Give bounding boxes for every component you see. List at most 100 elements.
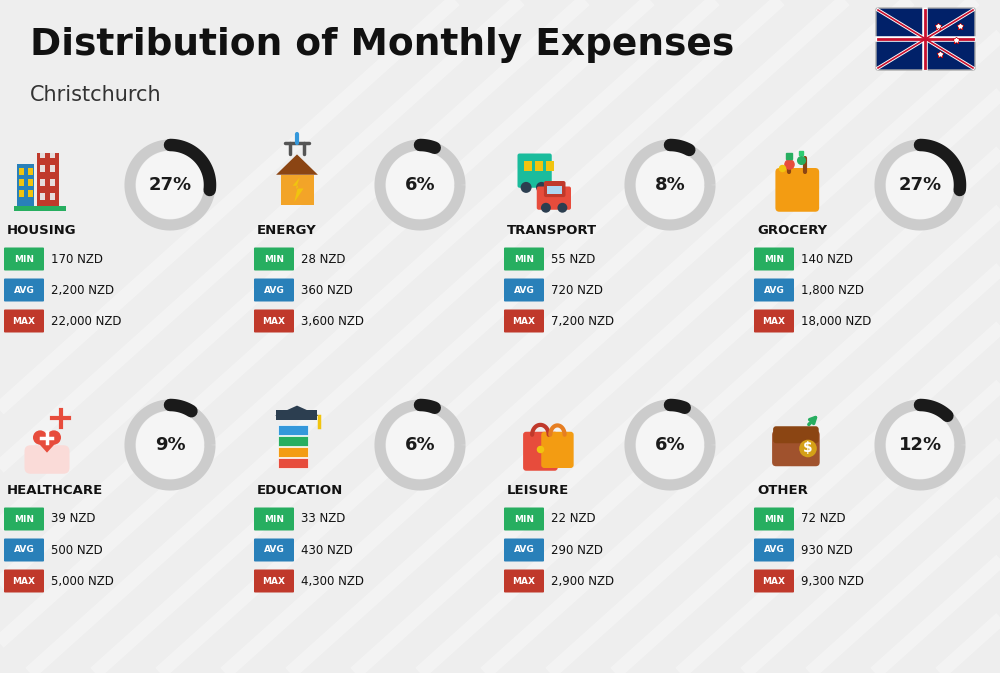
FancyBboxPatch shape: [19, 190, 24, 197]
FancyBboxPatch shape: [254, 310, 294, 332]
Text: MIN: MIN: [514, 514, 534, 524]
Text: 6%: 6%: [405, 436, 435, 454]
FancyBboxPatch shape: [28, 179, 33, 186]
Text: 33 NZD: 33 NZD: [301, 513, 345, 526]
FancyBboxPatch shape: [278, 458, 308, 468]
Text: 27%: 27%: [148, 176, 192, 194]
Text: AVG: AVG: [514, 285, 534, 295]
FancyBboxPatch shape: [50, 179, 55, 186]
FancyBboxPatch shape: [4, 538, 44, 561]
Text: MAX: MAX: [262, 577, 286, 586]
Text: 18,000 NZD: 18,000 NZD: [801, 314, 871, 328]
FancyBboxPatch shape: [50, 193, 55, 199]
Text: AVG: AVG: [514, 546, 534, 555]
Text: AVG: AVG: [264, 546, 284, 555]
Text: MAX: MAX: [513, 316, 536, 326]
Text: MAX: MAX: [262, 316, 286, 326]
Text: 4,300 NZD: 4,300 NZD: [301, 575, 364, 588]
FancyBboxPatch shape: [544, 181, 566, 197]
Text: MAX: MAX: [763, 577, 786, 586]
FancyBboxPatch shape: [254, 538, 294, 561]
FancyBboxPatch shape: [504, 569, 544, 592]
Text: AVG: AVG: [764, 285, 784, 295]
FancyBboxPatch shape: [19, 179, 24, 186]
Polygon shape: [886, 411, 954, 479]
FancyBboxPatch shape: [773, 426, 819, 444]
Text: EDUCATION: EDUCATION: [257, 485, 343, 497]
Text: MAX: MAX: [513, 577, 536, 586]
FancyBboxPatch shape: [775, 168, 819, 212]
FancyBboxPatch shape: [504, 248, 544, 271]
FancyBboxPatch shape: [754, 507, 794, 530]
FancyBboxPatch shape: [280, 175, 314, 205]
Text: OTHER: OTHER: [757, 485, 808, 497]
Circle shape: [47, 430, 61, 445]
Text: AVG: AVG: [264, 285, 284, 295]
FancyBboxPatch shape: [504, 538, 544, 561]
Text: 290 NZD: 290 NZD: [551, 544, 603, 557]
FancyBboxPatch shape: [541, 432, 574, 468]
FancyBboxPatch shape: [523, 432, 558, 470]
Text: 500 NZD: 500 NZD: [51, 544, 103, 557]
Text: MAX: MAX: [12, 577, 35, 586]
Text: Distribution of Monthly Expenses: Distribution of Monthly Expenses: [30, 27, 734, 63]
Text: MAX: MAX: [12, 316, 35, 326]
Polygon shape: [636, 411, 704, 479]
Text: MIN: MIN: [264, 254, 284, 264]
FancyBboxPatch shape: [546, 161, 554, 171]
Circle shape: [33, 430, 47, 445]
FancyBboxPatch shape: [24, 446, 69, 474]
FancyBboxPatch shape: [754, 248, 794, 271]
FancyBboxPatch shape: [524, 161, 532, 171]
Text: MIN: MIN: [514, 254, 534, 264]
Text: AVG: AVG: [764, 546, 784, 555]
Polygon shape: [136, 151, 204, 219]
Text: MIN: MIN: [764, 254, 784, 264]
Text: MAX: MAX: [763, 316, 786, 326]
Text: 22 NZD: 22 NZD: [551, 513, 596, 526]
Text: 2,900 NZD: 2,900 NZD: [551, 575, 614, 588]
Polygon shape: [386, 151, 454, 219]
FancyBboxPatch shape: [278, 447, 308, 457]
Text: 6%: 6%: [405, 176, 435, 194]
FancyBboxPatch shape: [754, 310, 794, 332]
FancyBboxPatch shape: [754, 279, 794, 302]
Text: LEISURE: LEISURE: [507, 485, 569, 497]
FancyBboxPatch shape: [17, 164, 34, 208]
Text: GROCERY: GROCERY: [757, 225, 827, 238]
Polygon shape: [386, 411, 454, 479]
Text: 9%: 9%: [155, 436, 185, 454]
FancyBboxPatch shape: [276, 410, 317, 420]
Circle shape: [521, 182, 532, 193]
FancyBboxPatch shape: [40, 151, 45, 158]
FancyBboxPatch shape: [504, 279, 544, 302]
Text: $: $: [803, 441, 813, 456]
FancyBboxPatch shape: [40, 179, 45, 186]
Polygon shape: [636, 151, 704, 219]
Text: 55 NZD: 55 NZD: [551, 252, 595, 266]
Text: 930 NZD: 930 NZD: [801, 544, 853, 557]
FancyBboxPatch shape: [876, 8, 975, 70]
Text: 430 NZD: 430 NZD: [301, 544, 353, 557]
Text: Christchurch: Christchurch: [30, 85, 162, 105]
FancyBboxPatch shape: [535, 161, 543, 171]
Circle shape: [536, 182, 547, 193]
Text: 9,300 NZD: 9,300 NZD: [801, 575, 864, 588]
FancyBboxPatch shape: [40, 166, 45, 172]
Text: 7,200 NZD: 7,200 NZD: [551, 314, 614, 328]
FancyBboxPatch shape: [14, 206, 66, 211]
Text: MIN: MIN: [14, 514, 34, 524]
FancyBboxPatch shape: [772, 431, 820, 466]
FancyBboxPatch shape: [278, 425, 308, 435]
Text: 140 NZD: 140 NZD: [801, 252, 853, 266]
FancyBboxPatch shape: [4, 507, 44, 530]
Polygon shape: [276, 154, 318, 175]
FancyBboxPatch shape: [254, 507, 294, 530]
Text: 27%: 27%: [898, 176, 942, 194]
Text: 5,000 NZD: 5,000 NZD: [51, 575, 114, 588]
FancyBboxPatch shape: [4, 310, 44, 332]
Text: 22,000 NZD: 22,000 NZD: [51, 314, 121, 328]
Text: AVG: AVG: [14, 285, 34, 295]
Circle shape: [541, 203, 551, 213]
FancyBboxPatch shape: [518, 153, 552, 188]
